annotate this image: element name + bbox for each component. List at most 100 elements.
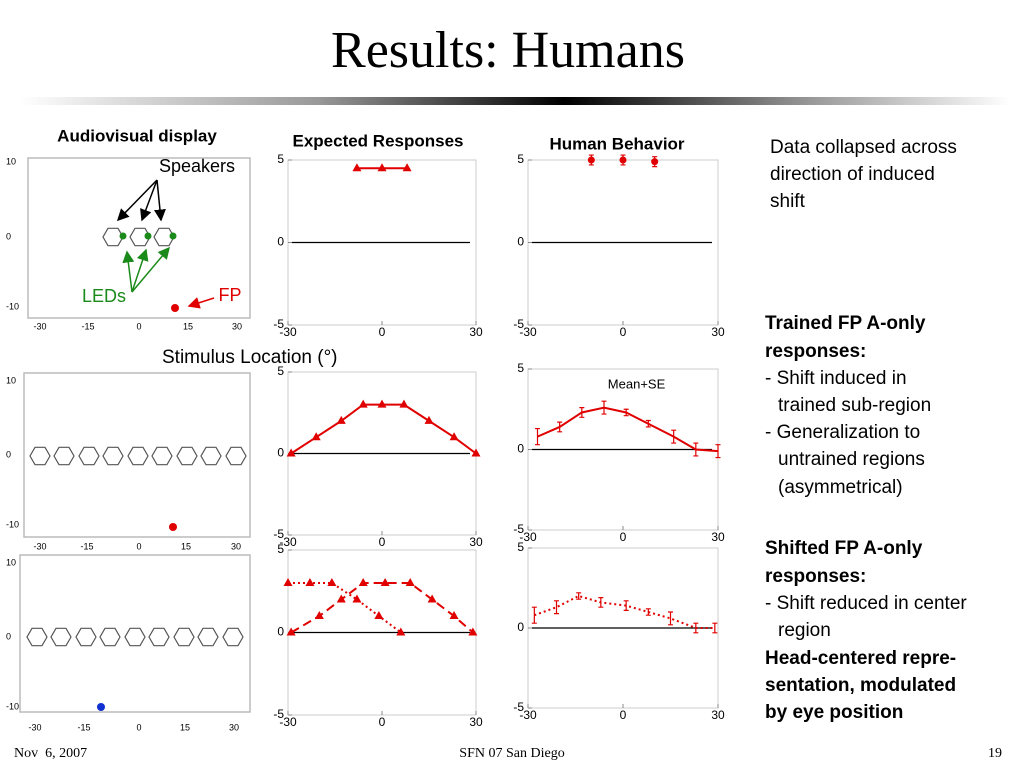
x-tick-label: 0 [379, 325, 386, 339]
marker [449, 611, 459, 619]
speaker [129, 227, 151, 247]
note-line: region [778, 620, 831, 641]
display-x-tick: -15 [77, 722, 90, 732]
error-bar [557, 421, 563, 433]
y-tick-label: 5 [277, 152, 284, 166]
display-y-tick: -10 [6, 701, 19, 711]
speaker [53, 446, 75, 466]
marker [427, 594, 437, 603]
display-frame [27, 157, 251, 319]
speaker [102, 227, 124, 247]
note-line: trained sub-region [778, 395, 931, 416]
x-tick-label: 30 [469, 535, 483, 549]
display-y-tick: 0 [6, 231, 11, 241]
footer-page: 19 [988, 746, 1002, 761]
display-y-tick: -10 [6, 301, 19, 311]
speaker [200, 446, 222, 466]
series-line [537, 406, 719, 453]
display-x-tick: -30 [33, 321, 46, 331]
error-bar [645, 419, 651, 428]
note-heading: Shifted FP A-only [765, 538, 923, 559]
display-x-tick: 30 [231, 541, 241, 551]
note-line: - Shift induced in [765, 368, 907, 389]
led [144, 232, 152, 240]
y-tick-label: -5 [513, 700, 524, 714]
display-frame [23, 372, 251, 538]
marker [311, 432, 321, 441]
x-tick-label: 30 [711, 530, 725, 544]
x-tick-label: -30 [519, 325, 537, 339]
x-tick-label: 30 [469, 325, 483, 339]
note-heading: Trained FP A-only [765, 313, 926, 334]
note-heading: responses: [765, 341, 866, 362]
error-bar [645, 608, 651, 616]
speaker [127, 446, 149, 466]
display-x-tick: -30 [28, 722, 41, 732]
x-tick-label: 0 [379, 715, 386, 729]
display-x-tick: 0 [136, 541, 141, 551]
marker [327, 578, 337, 586]
speakers-label: Speakers [159, 156, 235, 176]
marker [449, 432, 459, 441]
marker [305, 578, 315, 586]
marker [314, 611, 324, 619]
speaker [148, 627, 170, 647]
error-bar [554, 600, 559, 615]
x-tick-label: 30 [469, 715, 483, 729]
led [169, 232, 177, 240]
y-tick-label: -5 [273, 527, 284, 541]
display-y-tick: 10 [6, 557, 16, 567]
x-tick-label: -30 [519, 530, 537, 544]
error-bar [531, 606, 537, 624]
fixation-point [97, 703, 105, 711]
speaker [75, 627, 97, 647]
error-bar [712, 622, 718, 634]
marker [352, 594, 362, 603]
error-bar [715, 444, 721, 459]
y-tick-label: 0 [277, 446, 284, 460]
marker [377, 163, 387, 172]
display-x-tick: 15 [181, 541, 191, 551]
speaker [173, 627, 195, 647]
speaker [102, 446, 124, 466]
series-line [533, 594, 715, 629]
y-tick-label: 0 [277, 625, 284, 639]
y-tick-label: -5 [273, 317, 284, 331]
error-bar [598, 597, 604, 608]
marker [358, 399, 368, 408]
x-tick-label: 30 [711, 325, 725, 339]
speaker [153, 227, 175, 247]
marker [283, 578, 293, 586]
error-bar [601, 400, 607, 415]
marker [651, 158, 659, 166]
speaker [225, 446, 247, 466]
marker [619, 156, 627, 164]
x-tick-label: 0 [379, 535, 386, 549]
x-tick-label: -30 [279, 325, 297, 339]
footer-event: SFN 07 San Diego [459, 746, 564, 761]
footer-date: Nov 6, 2007 [14, 746, 87, 761]
display-x-tick: -15 [81, 321, 94, 331]
slide-title: Results: Humans [331, 22, 685, 79]
error-bar [576, 592, 582, 600]
arrow [187, 297, 215, 309]
note-conclusion: sentation, modulated [765, 675, 956, 696]
column-header: Human Behavior [549, 134, 684, 153]
x-tick-label: -30 [279, 715, 297, 729]
display-x-tick: 15 [183, 321, 193, 331]
y-tick-label: -5 [513, 522, 524, 536]
marker [402, 163, 412, 172]
marker [286, 448, 296, 457]
marker [336, 415, 346, 424]
series-line [290, 582, 474, 634]
note-line: untrained regions [778, 449, 925, 470]
series-line [290, 403, 477, 455]
display-x-tick: 30 [232, 321, 242, 331]
x-tick-label: 0 [620, 530, 627, 544]
note-conclusion: by eye position [765, 702, 903, 723]
x-tick-label: -30 [519, 708, 537, 722]
error-bar [668, 611, 673, 626]
fp-label: FP [218, 285, 241, 305]
marker [336, 594, 346, 603]
